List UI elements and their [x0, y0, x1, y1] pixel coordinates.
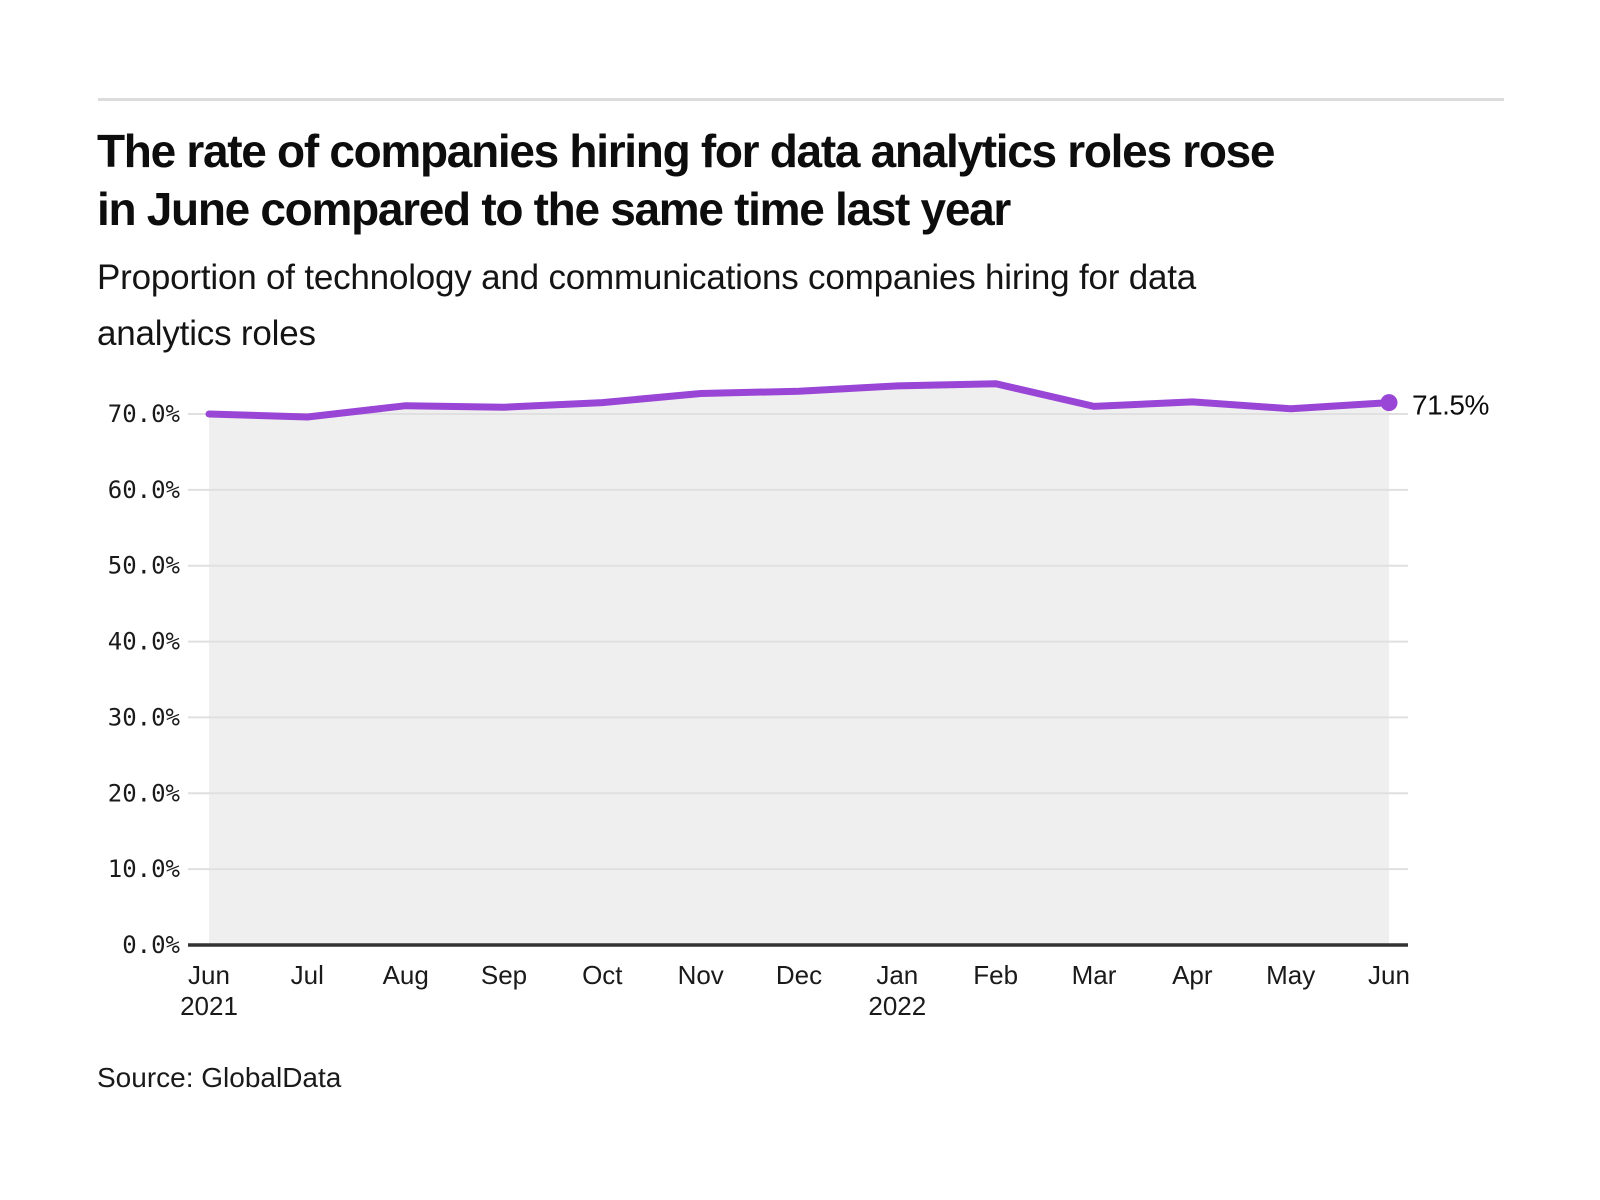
y-tick-label: 10.0% [108, 855, 181, 883]
top-separator-line [98, 98, 1504, 101]
page-title: The rate of companies hiring for data an… [97, 122, 1517, 238]
y-tick-label: 20.0% [108, 779, 181, 807]
x-tick-label: Aug [383, 960, 429, 990]
x-tick-year-label: 2021 [180, 991, 238, 1021]
y-tick-label: 70.0% [108, 400, 181, 428]
data-line [205, 380, 1393, 421]
y-tick-label: 50.0% [108, 552, 181, 580]
x-tick-label: Dec [776, 960, 822, 990]
y-tick-label: 30.0% [108, 703, 181, 731]
page-subtitle-line-1: Proportion of technology and communicati… [97, 258, 1197, 297]
chart-area-fill [209, 383, 1389, 945]
x-tick-label: May [1266, 960, 1315, 990]
x-tick-label: Feb [973, 960, 1018, 990]
page-title-line-2: in June compared to the same time last y… [97, 183, 1011, 235]
x-tick-label: Sep [481, 960, 527, 990]
x-tick-year-label: 2022 [868, 991, 926, 1021]
x-tick-label: Oct [582, 960, 623, 990]
x-tick-label: Jun [188, 960, 230, 990]
page-subtitle: Proportion of technology and communicati… [97, 250, 1517, 362]
y-tick-label: 0.0% [122, 931, 180, 959]
x-tick-label: Jan [876, 960, 918, 990]
x-tick-label: Apr [1172, 960, 1213, 990]
end-point-marker [1380, 394, 1398, 412]
end-value-label: 71.5% [1412, 390, 1489, 421]
y-tick-label: 40.0% [108, 628, 181, 656]
page-subtitle-line-2: analytics roles [97, 314, 316, 353]
x-tick-label: Mar [1072, 960, 1117, 990]
x-tick-label: Nov [678, 960, 724, 990]
x-tick-label: Jul [291, 960, 324, 990]
source-attribution: Source: GlobalData [97, 1062, 342, 1093]
page-title-line-1: The rate of companies hiring for data an… [97, 125, 1275, 177]
y-tick-label: 60.0% [108, 476, 181, 504]
x-tick-label: Jun [1368, 960, 1410, 990]
